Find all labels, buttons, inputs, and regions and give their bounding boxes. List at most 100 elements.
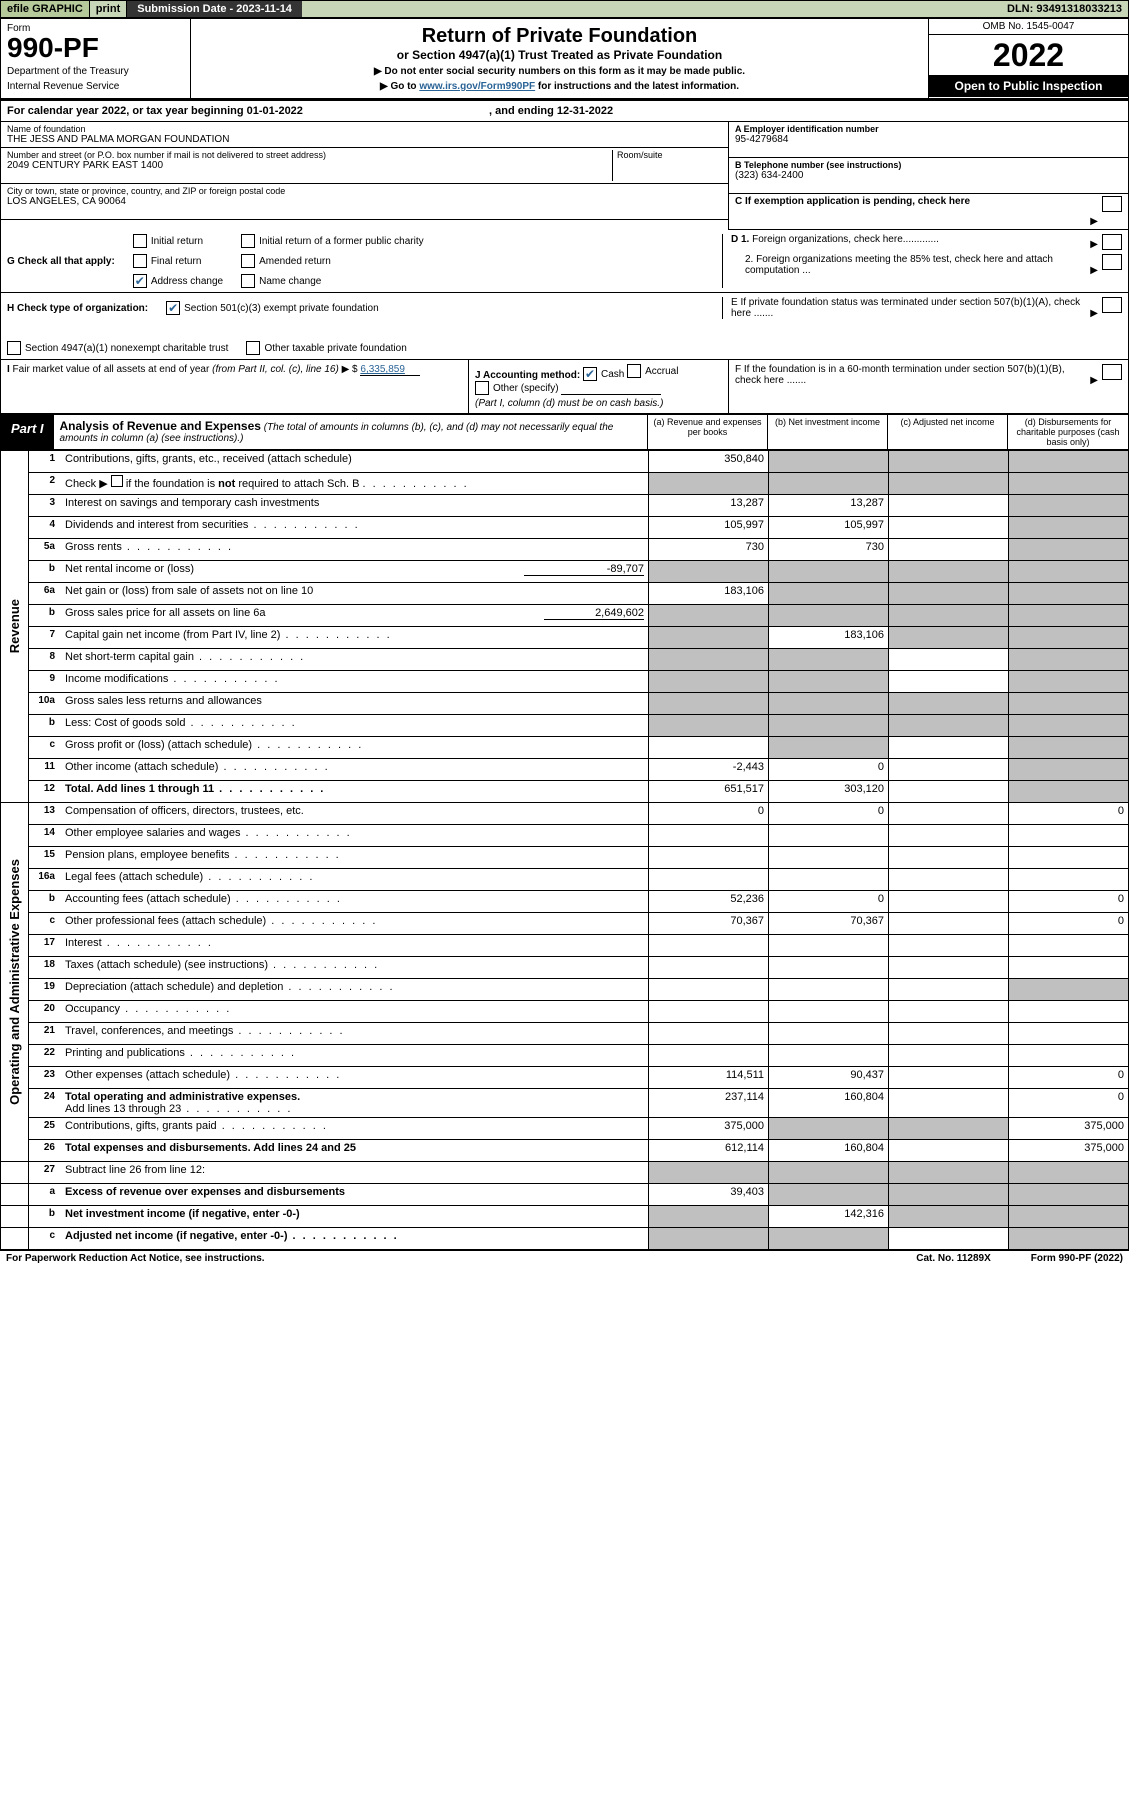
efile-label: efile GRAPHIC bbox=[1, 1, 90, 17]
other-tax-label: Other taxable private foundation bbox=[264, 343, 406, 354]
desc-20: Occupancy bbox=[61, 1001, 648, 1022]
address-label: Address change bbox=[151, 276, 223, 287]
cash-checkbox[interactable]: ✔ bbox=[583, 367, 597, 381]
col-a-head: (a) Revenue and expenses per books bbox=[648, 415, 768, 449]
address-checkbox[interactable]: ✔ bbox=[133, 274, 147, 288]
d1-label: D 1. D 1. Foreign organizations, check h… bbox=[731, 234, 1090, 250]
r26-b: 160,804 bbox=[768, 1140, 888, 1161]
initial-checkbox[interactable] bbox=[133, 234, 147, 248]
ln-26: 26 bbox=[29, 1140, 61, 1161]
ein-cell: A Employer identification number 95-4279… bbox=[729, 122, 1128, 158]
j-label: J Accounting method: bbox=[475, 370, 580, 381]
c3-label: Section 501(c)(3) exempt private foundat… bbox=[184, 303, 379, 314]
desc-25: Contributions, gifts, grants paid bbox=[61, 1118, 648, 1139]
desc-8: Net short-term capital gain bbox=[61, 649, 648, 670]
trust-checkbox[interactable] bbox=[7, 341, 21, 355]
f-checkbox[interactable] bbox=[1102, 364, 1122, 380]
namechange-checkbox[interactable] bbox=[241, 274, 255, 288]
header-left: Form 990-PF Department of the Treasury I… bbox=[1, 19, 191, 98]
ein-label: A Employer identification number bbox=[735, 124, 1122, 134]
accrual-checkbox[interactable] bbox=[627, 364, 641, 378]
desc-12: Total. Add lines 1 through 11 bbox=[61, 781, 648, 802]
ln-10b: b bbox=[29, 715, 61, 736]
r13-b: 0 bbox=[768, 803, 888, 824]
city-cell: City or town, state or province, country… bbox=[1, 184, 728, 220]
city-label: City or town, state or province, country… bbox=[7, 186, 722, 196]
desc-10c: Gross profit or (loss) (attach schedule) bbox=[61, 737, 648, 758]
ln-27b: b bbox=[29, 1206, 61, 1227]
desc-27b: Net investment income (if negative, ente… bbox=[61, 1206, 648, 1227]
amended-label: Amended return bbox=[259, 256, 331, 267]
ln-24: 24 bbox=[29, 1089, 61, 1117]
form-subtitle: or Section 4947(a)(1) Trust Treated as P… bbox=[197, 48, 922, 62]
r23-d: 0 bbox=[1008, 1067, 1128, 1088]
arrow-icon: ▶ bbox=[1090, 265, 1098, 276]
r12-b: 303,120 bbox=[768, 781, 888, 802]
ln-12: 12 bbox=[29, 781, 61, 802]
ln-15: 15 bbox=[29, 847, 61, 868]
submission-date: Submission Date - 2023-11-14 bbox=[127, 1, 302, 17]
info-right: A Employer identification number 95-4279… bbox=[728, 122, 1128, 230]
final-checkbox[interactable] bbox=[133, 254, 147, 268]
r13-d: 0 bbox=[1008, 803, 1128, 824]
print-button[interactable]: print bbox=[90, 1, 127, 17]
accrual-label: Accrual bbox=[645, 366, 678, 377]
d2-checkbox[interactable] bbox=[1102, 254, 1122, 270]
c-cell: C If exemption application is pending, c… bbox=[729, 194, 1128, 230]
r1-d bbox=[1008, 451, 1128, 472]
desc-16c: Other professional fees (attach schedule… bbox=[61, 913, 648, 934]
ln-2: 2 bbox=[29, 473, 61, 494]
calendar-year-line: For calendar year 2022, or tax year begi… bbox=[0, 99, 1129, 122]
desc-5b: Net rental income or (loss) -89,707 bbox=[61, 561, 648, 582]
fmv-value[interactable]: 6,335,859 bbox=[360, 364, 420, 376]
other-tax-checkbox[interactable] bbox=[246, 341, 260, 355]
ln-7: 7 bbox=[29, 627, 61, 648]
desc-13: Compensation of officers, directors, tru… bbox=[61, 803, 648, 824]
r4-a: 105,997 bbox=[648, 517, 768, 538]
ijf-row: I Fair market value of all assets at end… bbox=[0, 360, 1129, 414]
revenue-sidelabel: Revenue bbox=[1, 451, 29, 803]
col-b-head: (b) Net investment income bbox=[768, 415, 888, 449]
desc-24: Total operating and administrative expen… bbox=[61, 1089, 648, 1117]
name-label: Name of foundation bbox=[7, 124, 722, 134]
phone: (323) 634-2400 bbox=[735, 170, 1122, 181]
desc-6b: Gross sales price for all assets on line… bbox=[61, 605, 648, 626]
f-cell: F If the foundation is in a 60-month ter… bbox=[728, 360, 1128, 413]
ln-19: 19 bbox=[29, 979, 61, 1000]
initial-pc-checkbox[interactable] bbox=[241, 234, 255, 248]
final-label: Final return bbox=[151, 256, 202, 267]
r23-b: 90,437 bbox=[768, 1067, 888, 1088]
other-acct-checkbox[interactable] bbox=[475, 381, 489, 395]
e-checkbox[interactable] bbox=[1102, 297, 1122, 313]
desc-23: Other expenses (attach schedule) bbox=[61, 1067, 648, 1088]
info-block: Name of foundation THE JESS AND PALMA MO… bbox=[0, 122, 1129, 230]
part1-desc: Analysis of Revenue and Expenses (The to… bbox=[54, 415, 648, 449]
g-row: G Check all that apply: Initial return F… bbox=[0, 230, 1129, 293]
amended-checkbox[interactable] bbox=[241, 254, 255, 268]
desc-27: Subtract line 26 from line 12: bbox=[61, 1162, 648, 1183]
col-c-head: (c) Adjusted net income bbox=[888, 415, 1008, 449]
ln-16b: b bbox=[29, 891, 61, 912]
tax-year: 2022 bbox=[929, 35, 1128, 75]
c-checkbox[interactable] bbox=[1102, 196, 1122, 212]
ln-9: 9 bbox=[29, 671, 61, 692]
part1-grid: Revenue 1Contributions, gifts, grants, e… bbox=[0, 451, 1129, 1250]
d1-checkbox[interactable] bbox=[1102, 234, 1122, 250]
col-d-head: (d) Disbursements for charitable purpose… bbox=[1008, 415, 1128, 449]
r16c-b: 70,367 bbox=[768, 913, 888, 934]
form-url-link[interactable]: www.irs.gov/Form990PF bbox=[419, 81, 535, 92]
foundation-name-cell: Name of foundation THE JESS AND PALMA MO… bbox=[1, 122, 728, 148]
h-label: H Check type of organization: bbox=[7, 303, 148, 314]
g-label: G Check all that apply: bbox=[7, 256, 115, 267]
e-label: E If private foundation status was termi… bbox=[731, 297, 1090, 319]
f-label: F If the foundation is in a 60-month ter… bbox=[735, 364, 1090, 386]
r1-a: 350,840 bbox=[648, 451, 768, 472]
desc-21: Travel, conferences, and meetings bbox=[61, 1023, 648, 1044]
ln-4: 4 bbox=[29, 517, 61, 538]
desc-18: Taxes (attach schedule) (see instruction… bbox=[61, 957, 648, 978]
ln-13: 13 bbox=[29, 803, 61, 824]
open-inspection: Open to Public Inspection bbox=[929, 75, 1128, 97]
revenue-group: Revenue 1Contributions, gifts, grants, e… bbox=[1, 451, 1128, 803]
ln-11: 11 bbox=[29, 759, 61, 780]
c3-checkbox[interactable]: ✔ bbox=[166, 301, 180, 315]
